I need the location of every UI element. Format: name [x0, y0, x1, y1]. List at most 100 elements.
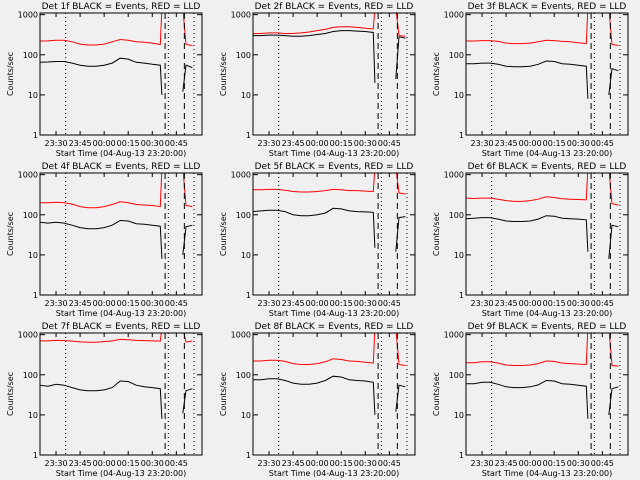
x-tick-label: 23:45 [282, 299, 305, 308]
x-tick-label: 00:30 [141, 299, 164, 308]
x-tick-label: 00:15 [543, 459, 566, 468]
x-tick-label: 00:00 [306, 299, 329, 308]
y-tick-label: 1 [459, 131, 464, 140]
x-tick-label: 00:15 [117, 139, 140, 148]
x-tick-label: 00:15 [330, 139, 353, 148]
y-tick-label: 1 [246, 291, 251, 300]
y-tick-label: 100 [23, 211, 38, 220]
plot-frame [465, 12, 629, 136]
panel-title: Det 2f BLACK = Events, RED = LLD [255, 2, 414, 12]
y-tick-label: 100 [449, 51, 464, 60]
x-tick-label: 23:30 [471, 459, 494, 468]
y-tick-label: 1 [33, 291, 38, 300]
panel-title: Det 4f BLACK = Events, RED = LLD [42, 162, 201, 172]
x-tick-label: 00:00 [306, 139, 329, 148]
y-tick-label: 10 [241, 411, 251, 420]
x-axis-label: Start Time (04-Aug-13 23:20:00) [269, 309, 400, 318]
x-axis-label: Start Time (04-Aug-13 23:20:00) [56, 309, 187, 318]
x-tick-label: 00:30 [354, 299, 377, 308]
events-series-line [253, 375, 406, 415]
x-tick-label: 23:45 [495, 139, 518, 148]
events-series-line [253, 207, 406, 252]
panel-title: Det 6f BLACK = Events, RED = LLD [468, 162, 627, 172]
x-tick-label: 23:45 [69, 299, 92, 308]
plot-frame [252, 12, 416, 136]
y-axis-label: Counts/sec [6, 52, 15, 96]
x-tick-label: 00:45 [591, 459, 614, 468]
panel-title: Det 1f BLACK = Events, RED = LLD [42, 2, 201, 12]
lld-series-line [466, 333, 619, 367]
y-tick-label: 100 [23, 371, 38, 380]
x-tick-label: 00:00 [519, 299, 542, 308]
y-tick-label: 1000 [18, 11, 38, 20]
x-tick-label: 23:45 [495, 299, 518, 308]
y-tick-label: 1 [246, 131, 251, 140]
x-tick-label: 00:30 [567, 299, 590, 308]
x-tick-label: 00:30 [141, 139, 164, 148]
y-axis-label: Counts/sec [219, 372, 228, 416]
x-tick-label: 00:30 [141, 459, 164, 468]
panel-3: Det 3f BLACK = Events, RED = LLD 23:30 23:… [432, 2, 629, 158]
y-tick-label: 1 [33, 131, 38, 140]
y-tick-label: 1000 [18, 331, 38, 340]
x-tick-label: 00:00 [93, 299, 116, 308]
x-tick-label: 00:15 [330, 459, 353, 468]
y-tick-label: 10 [28, 411, 38, 420]
y-tick-label: 10 [454, 411, 464, 420]
x-tick-label: 00:00 [306, 459, 329, 468]
panel-7: Det 7f BLACK = Events, RED = LLD 23:30 23:… [6, 322, 203, 478]
panel-8: Det 8f BLACK = Events, RED = LLD 23:30 23:… [219, 322, 416, 478]
plot-frame [39, 332, 203, 456]
x-axis-label: Start Time (04-Aug-13 23:20:00) [269, 149, 400, 158]
events-series-line [466, 60, 619, 99]
y-tick-label: 1 [459, 451, 464, 460]
plot-frame [465, 172, 629, 296]
x-tick-label: 00:45 [378, 139, 401, 148]
x-axis-label: Start Time (04-Aug-13 23:20:00) [482, 149, 613, 158]
x-tick-label: 00:45 [591, 299, 614, 308]
plot-frame [252, 332, 416, 456]
x-tick-label: 00:45 [165, 299, 188, 308]
x-tick-label: 23:45 [282, 139, 305, 148]
x-tick-label: 00:30 [354, 459, 377, 468]
y-tick-label: 100 [236, 51, 251, 60]
y-tick-label: 100 [236, 371, 251, 380]
y-tick-label: 100 [23, 51, 38, 60]
y-axis-label: Counts/sec [6, 212, 15, 256]
x-tick-label: 23:30 [258, 459, 281, 468]
x-tick-label: 00:45 [165, 139, 188, 148]
panel-6: Det 6f BLACK = Events, RED = LLD 23:30 23:… [432, 162, 629, 318]
x-tick-label: 00:45 [378, 299, 401, 308]
panel-1: Det 1f BLACK = Events, RED = LLD 23:30 23:… [6, 2, 203, 158]
x-tick-label: 00:15 [330, 299, 353, 308]
panel-2: Det 2f BLACK = Events, RED = LLD 23:30 23:… [219, 2, 416, 158]
x-tick-label: 00:15 [117, 299, 140, 308]
y-axis-label: Counts/sec [432, 372, 441, 416]
x-axis-label: Start Time (04-Aug-13 23:20:00) [269, 469, 400, 478]
x-tick-label: 00:45 [378, 459, 401, 468]
y-tick-label: 1000 [231, 331, 251, 340]
y-tick-label: 1000 [231, 11, 251, 20]
panel-title: Det 9f BLACK = Events, RED = LLD [468, 322, 627, 332]
x-tick-label: 23:45 [69, 459, 92, 468]
x-tick-label: 00:45 [591, 139, 614, 148]
x-tick-label: 00:00 [519, 459, 542, 468]
x-tick-label: 23:30 [471, 299, 494, 308]
y-tick-label: 1 [246, 451, 251, 460]
lld-series-line [40, 13, 193, 46]
y-axis-label: Counts/sec [432, 52, 441, 96]
y-tick-label: 100 [449, 371, 464, 380]
lld-series-line [253, 333, 406, 366]
lld-series-line [466, 173, 619, 206]
x-tick-label: 00:00 [93, 139, 116, 148]
y-tick-label: 1000 [18, 171, 38, 180]
lld-series-line [466, 13, 619, 46]
x-axis-label: Start Time (04-Aug-13 23:20:00) [482, 309, 613, 318]
events-series-line [40, 219, 193, 259]
y-tick-label: 100 [449, 211, 464, 220]
panel-title: Det 8f BLACK = Events, RED = LLD [255, 322, 414, 332]
y-axis-label: Counts/sec [6, 372, 15, 416]
y-axis-label: Counts/sec [219, 212, 228, 256]
x-tick-label: 23:30 [258, 139, 281, 148]
